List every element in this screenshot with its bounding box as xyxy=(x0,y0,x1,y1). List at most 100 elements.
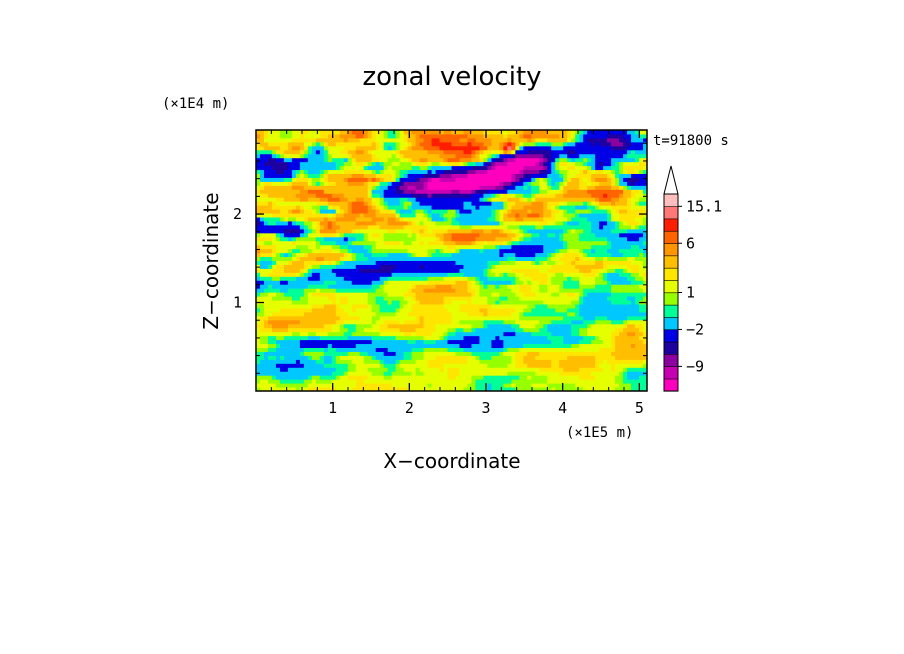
field-cell xyxy=(387,244,393,250)
field-cell xyxy=(487,201,492,206)
field-cell xyxy=(571,359,576,364)
field-cell xyxy=(287,205,293,210)
field-cell xyxy=(527,256,532,261)
field-cell xyxy=(499,319,504,325)
field-cell xyxy=(455,201,460,206)
field-cell xyxy=(519,220,524,226)
field-cell xyxy=(603,319,608,325)
field-cell xyxy=(447,323,452,329)
field-cell xyxy=(315,248,321,254)
field-cell xyxy=(359,232,365,238)
field-cell xyxy=(295,343,301,348)
field-cell xyxy=(283,323,289,329)
field-cell xyxy=(543,331,548,337)
field-cell xyxy=(527,304,532,309)
field-cell xyxy=(347,300,353,305)
field-cell xyxy=(399,343,405,348)
field-cell xyxy=(539,217,544,222)
field-cell xyxy=(355,264,361,269)
field-cell xyxy=(427,323,433,329)
field-cell xyxy=(611,272,616,277)
field-cell xyxy=(479,355,484,360)
field-cell xyxy=(511,217,516,222)
field-cell xyxy=(319,292,325,297)
field-cell xyxy=(515,252,520,258)
field-cell xyxy=(339,232,345,238)
field-cell xyxy=(371,209,377,214)
field-cell xyxy=(391,256,397,261)
field-cell xyxy=(567,319,572,325)
field-cell xyxy=(511,268,516,273)
field-cell xyxy=(451,260,456,265)
field-cell xyxy=(611,217,616,222)
field-cell xyxy=(527,387,532,392)
field-cell xyxy=(399,244,405,250)
field-cell xyxy=(567,367,572,372)
field-cell xyxy=(567,292,572,297)
field-cell xyxy=(447,327,452,333)
field-cell xyxy=(591,260,596,265)
field-cell xyxy=(375,236,381,242)
field-cell xyxy=(495,264,500,269)
field-cell xyxy=(639,292,644,297)
field-cell xyxy=(595,367,600,372)
field-cell xyxy=(607,213,612,218)
field-cell xyxy=(256,327,261,333)
field-cell xyxy=(643,252,648,258)
field-cell xyxy=(571,193,576,198)
field-cell xyxy=(359,189,365,194)
field-cell xyxy=(363,244,369,250)
field-cell xyxy=(267,355,273,360)
field-cell xyxy=(479,343,484,348)
field-cell xyxy=(603,264,608,269)
field-cell xyxy=(595,335,600,341)
field-cell xyxy=(419,256,425,261)
field-cell xyxy=(455,197,460,202)
field-cell xyxy=(427,217,433,222)
field-cell xyxy=(303,272,309,277)
field-cell xyxy=(347,260,353,265)
field-cell xyxy=(267,248,273,254)
field-cell xyxy=(419,367,425,372)
field-cell xyxy=(371,335,377,341)
field-cell xyxy=(256,220,261,226)
field-cell xyxy=(323,224,329,230)
field-cell xyxy=(383,240,389,246)
field-cell xyxy=(263,268,269,273)
field-cell xyxy=(443,288,449,293)
field-cell xyxy=(443,213,449,218)
field-cell xyxy=(451,327,456,333)
field-cell xyxy=(415,197,421,202)
field-cell xyxy=(363,307,369,313)
field-cell xyxy=(475,300,480,305)
field-cell xyxy=(543,339,548,345)
field-cell xyxy=(363,375,369,380)
field-cell xyxy=(523,209,528,214)
field-cell xyxy=(275,359,281,364)
field-cell xyxy=(351,383,357,388)
field-cell xyxy=(595,363,600,368)
field-cell xyxy=(567,288,572,293)
field-cell xyxy=(363,371,369,376)
field-cell xyxy=(599,189,604,194)
field-cell xyxy=(403,248,409,254)
field-cell xyxy=(383,228,389,234)
field-cell xyxy=(483,343,488,348)
field-cell xyxy=(283,315,289,321)
field-cell xyxy=(631,359,636,364)
field-cell xyxy=(631,272,636,277)
field-cell xyxy=(447,387,452,392)
field-cell xyxy=(339,260,345,265)
field-cell xyxy=(495,224,500,230)
field-cell xyxy=(527,240,532,246)
field-cell xyxy=(339,379,345,384)
field-cell xyxy=(275,327,281,333)
field-cell xyxy=(299,193,305,198)
field-cell xyxy=(291,367,297,372)
field-cell xyxy=(639,217,644,222)
field-cell xyxy=(495,307,500,313)
field-cell xyxy=(615,205,620,210)
field-cell xyxy=(267,331,273,337)
field-cell xyxy=(387,205,393,210)
field-cell xyxy=(327,383,333,388)
